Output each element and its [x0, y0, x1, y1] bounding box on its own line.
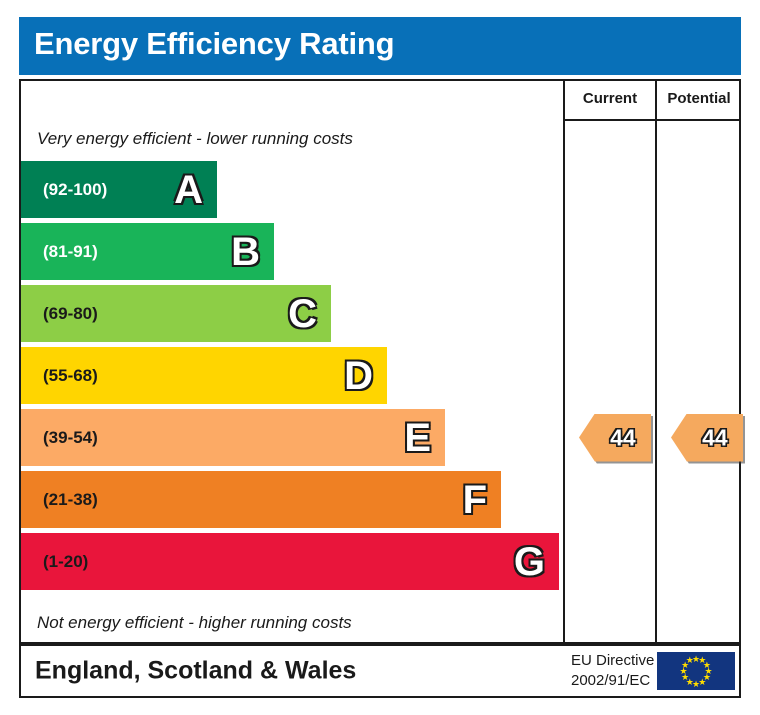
- eu-star-icon: ★: [692, 653, 701, 664]
- band-range-d: (55-68): [43, 365, 98, 385]
- eu-star-icon: ★: [681, 659, 690, 670]
- band-range-a: (92-100): [43, 179, 108, 199]
- band-range-b: (81-91): [43, 241, 98, 261]
- band-letter-e: E: [403, 415, 432, 460]
- column-header-current: Current: [582, 90, 638, 107]
- rating-value-potential: 44: [701, 424, 729, 450]
- footer-directive-label: EU Directive 2002/91/EC: [571, 651, 654, 692]
- eu-star-icon: ★: [704, 666, 713, 676]
- directive-line-2: 2002/91/EC: [571, 672, 651, 689]
- band-letter-c: C: [287, 291, 318, 336]
- caption-inefficient: Not energy efficient - higher running co…: [37, 613, 352, 632]
- column-header-potential: Potential: [667, 90, 731, 107]
- rating-band-f: (21-38) F: [21, 471, 501, 528]
- eu-star-icon: ★: [681, 672, 690, 683]
- band-range-g: (1-20): [43, 551, 89, 571]
- eu-star-icon: ★: [698, 655, 707, 666]
- caption-efficient: Very energy efficient - lower running co…: [37, 129, 353, 148]
- band-range-e: (39-54): [43, 427, 98, 447]
- title-bar: Energy Efficiency Rating: [19, 17, 741, 75]
- rating-band-c: (69-80) C: [21, 285, 331, 342]
- header-row-rule: [563, 119, 741, 121]
- column-separator-potential: [655, 81, 657, 642]
- footer: England, Scotland & Wales EU Directive 20…: [19, 644, 741, 698]
- rating-arrow-current: 44: [579, 413, 651, 462]
- eu-star-icon: ★: [702, 659, 711, 670]
- eu-star-icon: ★: [698, 676, 707, 687]
- arrow-shape-current: [579, 413, 651, 462]
- arrow-shape-potential: [671, 413, 743, 462]
- page-title: Energy Efficiency Rating: [34, 26, 395, 61]
- rating-table: Current Potential Very energy efficient …: [19, 79, 743, 644]
- band-letter-a: A: [173, 167, 204, 212]
- eu-star-icon: ★: [685, 655, 694, 666]
- rating-band-d: (55-68) D: [21, 347, 387, 404]
- energy-efficiency-certificate: Energy Efficiency Rating Current Potenti…: [19, 17, 743, 698]
- eu-star-icon: ★: [679, 666, 688, 676]
- eu-flag-icon: ★ ★ ★ ★ ★ ★ ★ ★ ★ ★ ★ ★: [657, 652, 735, 690]
- eu-star-icon: ★: [685, 676, 694, 687]
- directive-line-1: EU Directive: [571, 651, 655, 669]
- band-range-c: (69-80): [43, 303, 98, 323]
- band-letter-b: B: [230, 229, 261, 274]
- footer-region-label: England, Scotland & Wales: [35, 656, 357, 685]
- eu-star-icon: ★: [702, 672, 711, 683]
- rating-value-current: 44: [609, 424, 637, 450]
- rating-band-a: (92-100) A: [21, 161, 217, 218]
- rating-band-g: (1-20) G: [21, 533, 559, 590]
- band-letter-g: G: [513, 539, 547, 584]
- band-letter-d: D: [343, 353, 374, 398]
- band-letter-f: F: [461, 477, 488, 522]
- rating-band-b: (81-91) B: [21, 223, 274, 280]
- band-range-f: (21-38): [43, 489, 98, 509]
- eu-star-icon: ★: [692, 678, 701, 689]
- column-separator-current: [563, 81, 565, 642]
- rating-arrow-potential: 44: [671, 413, 743, 462]
- rating-band-e: (39-54) E: [21, 409, 445, 466]
